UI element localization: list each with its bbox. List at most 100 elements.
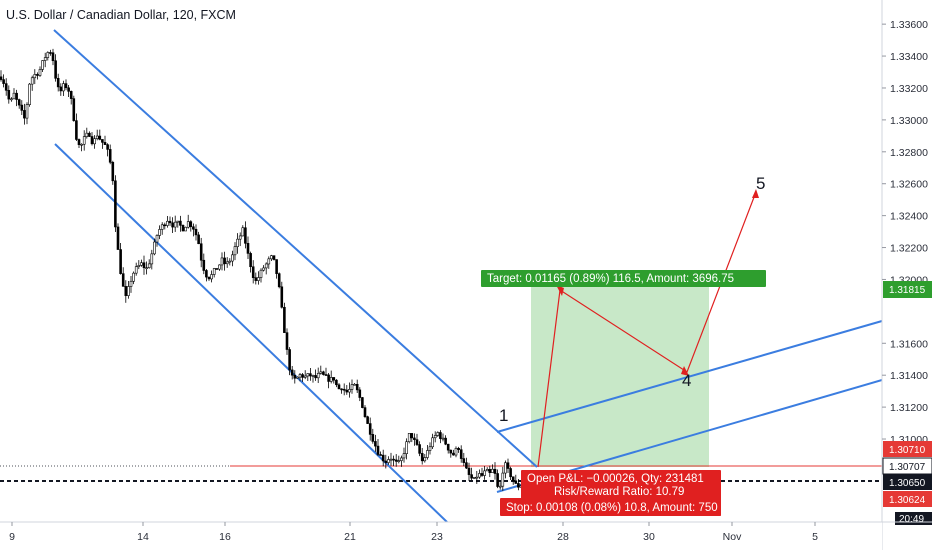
candle-body (145, 267, 148, 270)
candle-body (69, 91, 73, 99)
candle-body (210, 274, 213, 280)
candle-body (465, 462, 468, 469)
time-tick-label: 23 (431, 531, 443, 543)
candle-body (485, 469, 489, 472)
candle-body (504, 462, 507, 474)
candle-body (462, 458, 466, 463)
price-tick-label: 1.32600 (890, 179, 928, 191)
candle-body (220, 257, 224, 266)
candle-body (207, 276, 211, 280)
candle-body (49, 52, 52, 54)
candle-body (127, 286, 130, 296)
candle-body (296, 376, 299, 379)
price-tick-label: 1.31400 (890, 370, 928, 382)
stop-price-tag (883, 491, 932, 507)
price-tick-label: 1.31200 (890, 402, 928, 414)
candle-body (293, 374, 297, 379)
candle-body (501, 472, 505, 487)
candle-body (142, 262, 146, 269)
candle-body (7, 90, 11, 100)
descending-channel-lower-line[interactable] (54, 143, 448, 523)
candle-body (303, 375, 307, 378)
candle-body (218, 264, 221, 270)
candle-body (459, 449, 463, 459)
candle-body (108, 149, 112, 163)
candle-body (88, 132, 91, 137)
candle-body (340, 388, 343, 391)
candle-body (43, 57, 47, 61)
candle-body (472, 477, 476, 479)
time-tick-label: 9 (9, 531, 15, 543)
candle-body (454, 447, 458, 456)
candle-body (72, 98, 76, 121)
time-tick-label: 14 (137, 531, 149, 543)
price-tick-label: 1.33200 (890, 83, 928, 95)
candle-body (288, 349, 291, 371)
candle-body (496, 473, 499, 487)
candle-body (423, 457, 427, 462)
candle-body (410, 433, 414, 439)
open-pnl-label: Open P&L: −0.00026, Qty: 231481 (527, 473, 704, 485)
candle-body (389, 458, 393, 461)
candle-body (491, 468, 494, 473)
candle-body (158, 229, 161, 236)
target-price-tag-label: 1.31815 (889, 285, 926, 296)
candle-body (488, 469, 492, 473)
candle-body (387, 459, 390, 463)
candle-body (67, 87, 70, 92)
time-axis[interactable] (0, 521, 932, 550)
candle-body (163, 224, 167, 227)
candle-body (270, 255, 273, 260)
price-tick-label: 1.33400 (890, 51, 928, 63)
candle-body (225, 261, 229, 265)
stop-label-box-lower (500, 498, 721, 516)
price-tick-label: 1.33000 (890, 115, 928, 127)
target-price-tag (883, 281, 932, 298)
candle-body (418, 444, 421, 454)
candle-body (374, 441, 377, 447)
candle-body (199, 243, 203, 261)
candle-body (155, 235, 159, 243)
candle-body (54, 60, 57, 79)
candle-body (457, 447, 460, 450)
last-price-tag (883, 474, 932, 490)
target-zone[interactable] (531, 287, 709, 467)
candle-body (446, 443, 450, 451)
candle-body (335, 379, 338, 386)
descending-channel-upper-line[interactable] (53, 29, 538, 468)
candle-body (444, 437, 447, 445)
candle-body (12, 92, 16, 100)
candle-body (350, 384, 354, 390)
target-label: Target: 0.01165 (0.89%) 116.5, Amount: 3… (487, 273, 734, 285)
projection-arrowhead-icon (556, 285, 564, 296)
candle-body (33, 74, 37, 79)
candle-body (244, 227, 247, 244)
candle-body (2, 79, 5, 84)
candle-body (236, 238, 239, 247)
candle-body (233, 246, 237, 256)
candle-body (186, 221, 190, 228)
candle-body (90, 136, 94, 145)
candle-body (59, 86, 63, 92)
countdown-label: 20:49 (899, 514, 924, 525)
candle-body (82, 136, 86, 145)
candle-body (475, 476, 479, 479)
candle-body (381, 454, 385, 462)
candle-body (322, 371, 325, 375)
ascending-channel-upper-line[interactable] (496, 320, 883, 433)
candle-body (228, 260, 232, 263)
candle-body (202, 259, 206, 271)
candle-body (436, 432, 440, 436)
candle-body (324, 374, 328, 376)
candle-body (478, 473, 481, 478)
candle-body (366, 416, 369, 424)
target-label-box[interactable] (481, 270, 766, 287)
candle-body (428, 446, 432, 451)
candle-body (231, 254, 234, 262)
candle-body (147, 263, 151, 269)
stop-label: Stop: 0.00108 (0.08%) 10.8, Amount: 750 (506, 502, 718, 514)
risk-reward-label: Risk/Reward Ratio: 10.79 (554, 486, 684, 498)
candle-body (56, 77, 60, 88)
candle-body (10, 98, 13, 101)
